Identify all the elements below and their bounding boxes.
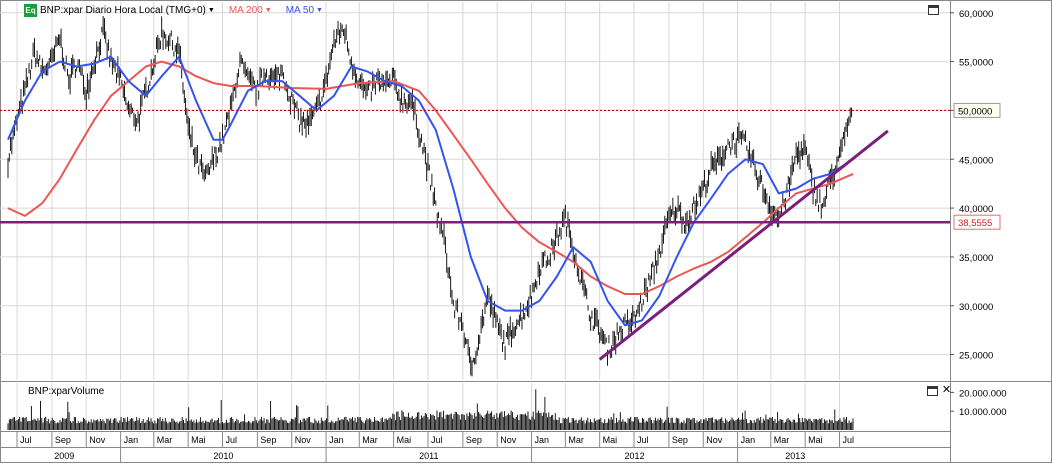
- volume-bars: [7, 389, 854, 430]
- resistance-value-label: 50,0000: [958, 106, 992, 117]
- x-tick-label: Mai: [603, 435, 618, 445]
- ma50-line: [7, 55, 854, 327]
- x-tick-label: Mar: [568, 435, 584, 445]
- trend-line: [598, 129, 889, 361]
- x-tick-label: Nov: [89, 435, 106, 445]
- caret-down-icon: ▼: [316, 6, 323, 14]
- volume-tick-label: 10.000.000: [959, 407, 1007, 418]
- x-tick-label: Mar: [774, 435, 790, 445]
- x-tick-label: Mai: [191, 435, 206, 445]
- ma50-legend-item[interactable]: MA 50 ▼: [286, 5, 323, 16]
- x-tick-label: Jan: [741, 435, 756, 445]
- x-tick-label: Mai: [808, 435, 823, 445]
- caret-down-icon: ▼: [264, 6, 272, 14]
- y-tick-label: 45,0000: [959, 155, 993, 166]
- y-tick-label: 30,0000: [959, 302, 993, 313]
- x-year-label: 2012: [625, 451, 645, 461]
- y-tick-label: 35,0000: [959, 253, 993, 264]
- maximize-volume-pane-icon[interactable]: [927, 386, 938, 396]
- x-year-label: 2009: [54, 451, 74, 461]
- x-tick-label: Jul: [431, 435, 443, 445]
- x-tick-label: Jan: [124, 435, 139, 445]
- caret-down-icon: ▼: [207, 6, 215, 14]
- x-tick-label: Nov: [295, 435, 312, 445]
- price-bars: [7, 15, 853, 377]
- x-year-label: 2010: [213, 451, 233, 461]
- symbol-label: BNP:xpar Diario Hora Local (TMG+0): [40, 4, 206, 16]
- maximize-price-pane-icon[interactable]: [928, 5, 939, 15]
- x-tick-label: Jul: [637, 435, 649, 445]
- ma200-label: MA 200: [228, 4, 263, 16]
- y-tick-label: 55,0000: [959, 58, 993, 69]
- x-tick-label: Mar: [157, 435, 173, 445]
- x-tick-label: Sep: [466, 435, 482, 445]
- x-tick-label: Sep: [672, 435, 688, 445]
- ma50-label: MA 50: [285, 4, 315, 16]
- x-tick-label: Jul: [20, 435, 32, 445]
- x-year-label: 2013: [785, 451, 805, 461]
- x-tick-label: Jul: [225, 435, 237, 445]
- support-value-badge: [953, 214, 1001, 230]
- x-tick-label: Nov: [706, 435, 723, 445]
- support-value-label: 38,5555: [958, 218, 992, 229]
- volume-legend: BNP:xparVolume: [28, 386, 105, 397]
- chart-legend: Eq BNP:xpar Diario Hora Local (TMG+0) ▼ …: [24, 3, 337, 17]
- resistance-value-badge: [953, 102, 1001, 118]
- symbol-selector[interactable]: BNP:xpar Diario Hora Local (TMG+0) ▼: [40, 5, 215, 16]
- ma200-legend-item[interactable]: MA 200 ▼: [229, 5, 272, 16]
- x-tick-label: Sep: [55, 435, 71, 445]
- x-tick-label: Jan: [535, 435, 550, 445]
- x-tick-label: Jan: [329, 435, 344, 445]
- x-tick-label: Nov: [500, 435, 517, 445]
- x-tick-label: Mai: [397, 435, 412, 445]
- y-tick-label: 25,0000: [959, 351, 993, 362]
- volume-tick-label: 20.000.000: [959, 388, 1007, 399]
- y-tick-label: 40,0000: [959, 204, 993, 215]
- y-tick-label: 60,0000: [959, 9, 993, 20]
- x-tick-label: Jul: [842, 435, 854, 445]
- equity-icon: Eq: [24, 3, 37, 17]
- x-tick-label: Mar: [362, 435, 378, 445]
- grid: [0, 2, 950, 447]
- x-year-label: 2011: [419, 451, 438, 461]
- close-volume-pane-icon[interactable]: ✕: [941, 384, 952, 396]
- x-tick-label: Sep: [260, 435, 276, 445]
- ma200-line: [7, 60, 854, 295]
